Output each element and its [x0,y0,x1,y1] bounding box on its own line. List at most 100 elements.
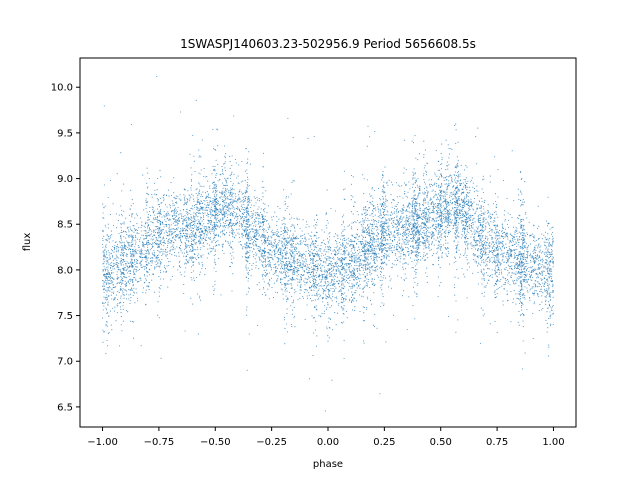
data-point [509,267,511,269]
data-point [483,261,485,263]
data-point [245,232,247,234]
data-point [413,168,415,170]
data-point [145,289,147,291]
data-point [526,217,528,219]
data-point [405,240,407,242]
data-point [368,268,370,270]
data-point [107,278,109,280]
data-point [456,200,458,202]
data-point [241,204,243,206]
data-point [380,229,382,231]
data-point [345,310,347,312]
data-point [284,290,286,292]
data-point [466,245,468,247]
data-point [514,238,516,240]
data-point [386,256,388,258]
data-point [394,230,396,232]
data-point [152,209,154,211]
data-point [457,198,459,201]
data-point [252,251,254,253]
data-point [506,223,508,225]
data-point [247,278,250,280]
data-point [393,237,396,239]
data-point [320,315,322,317]
data-point [128,298,130,300]
data-point [172,217,174,220]
data-point [291,265,293,267]
data-point [332,329,334,331]
data-point [479,214,481,216]
data-point [392,224,394,226]
data-point [128,294,130,296]
data-point [292,274,294,276]
data-point [416,284,418,286]
data-point [258,235,260,237]
data-point [396,247,398,249]
data-point [435,149,437,152]
data-point [522,368,524,370]
data-point [103,283,105,285]
data-point [342,266,344,268]
data-point [503,245,505,247]
data-point [120,237,122,240]
data-point [225,209,227,211]
data-point [521,280,523,282]
data-point [316,283,318,286]
data-point [174,221,176,223]
data-point [189,222,191,224]
data-point [206,257,208,259]
data-point [299,292,301,295]
data-point [217,164,219,166]
data-point [329,297,331,299]
data-point [136,292,138,294]
data-point [331,273,333,275]
data-point [211,215,213,217]
data-point [281,256,284,259]
data-point [114,245,116,247]
data-point [300,284,302,286]
data-point [545,238,547,240]
data-point [443,232,445,234]
data-point [546,322,548,324]
data-point [424,183,427,185]
data-point [371,188,373,190]
data-point [291,246,293,248]
data-point [425,186,427,188]
data-point [314,275,316,277]
data-point [179,238,182,240]
data-point [485,241,487,243]
data-point [282,233,284,235]
data-point [309,281,311,284]
data-point [355,237,357,239]
data-point [328,321,330,323]
data-point [232,273,234,275]
data-point [525,281,527,284]
data-point [237,182,239,184]
data-point [482,251,485,253]
data-point [147,227,149,229]
data-point [140,230,142,232]
data-point [477,250,479,252]
data-point [198,253,200,255]
data-point [190,266,192,268]
data-point [213,231,215,233]
data-point [105,309,108,311]
data-point [524,286,526,288]
data-point [336,298,338,300]
data-point [477,255,479,257]
data-point [183,292,185,294]
data-point [437,247,439,249]
data-point [130,189,132,191]
data-point [380,305,382,308]
data-point [325,308,327,311]
data-point [437,295,439,298]
data-point [349,300,351,302]
data-point [268,228,270,231]
data-point [456,204,458,206]
data-point [130,320,132,322]
data-point [225,193,227,195]
data-point [385,214,387,216]
data-point [194,222,196,224]
data-point [298,254,300,256]
data-point [120,271,122,273]
